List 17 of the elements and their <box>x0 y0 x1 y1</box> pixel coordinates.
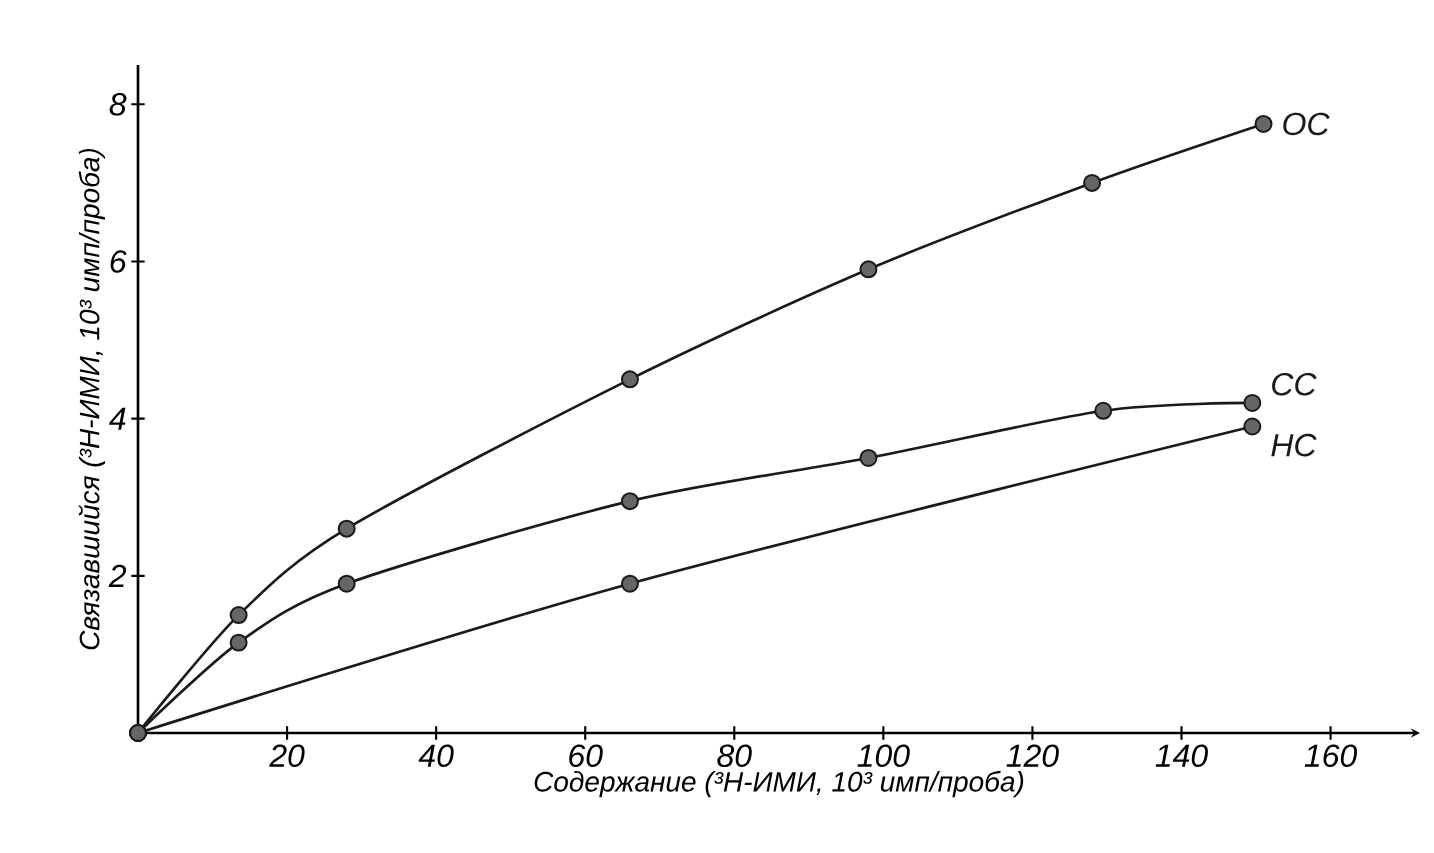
x-tick-label: 20 <box>269 744 305 768</box>
x-tick-label: 40 <box>418 744 454 768</box>
x-tick-label: 100 <box>857 744 910 768</box>
series-label: НС <box>1271 433 1317 457</box>
x-tick-label: 120 <box>1006 744 1059 768</box>
x-tick-label: 160 <box>1304 744 1357 768</box>
series-label: СС <box>1272 372 1317 396</box>
y-tick-label: 4 <box>109 407 126 430</box>
y-tick-label: 2 <box>108 564 127 587</box>
x-tick-label: 140 <box>1155 744 1208 768</box>
y-axis-title: Связавшийся (³Н-ИМИ, 10³ имп/проба) <box>78 148 106 650</box>
x-tick-label: 80 <box>717 744 752 768</box>
x-axis-title: Содержание (³Н-ИМИ, 10³ имп/проба) <box>534 770 1024 798</box>
y-tick-label: 6 <box>110 250 127 273</box>
series-label: ОС <box>1283 112 1330 136</box>
x-tick-label: 60 <box>569 744 603 768</box>
y-tick-label: 8 <box>109 92 127 116</box>
